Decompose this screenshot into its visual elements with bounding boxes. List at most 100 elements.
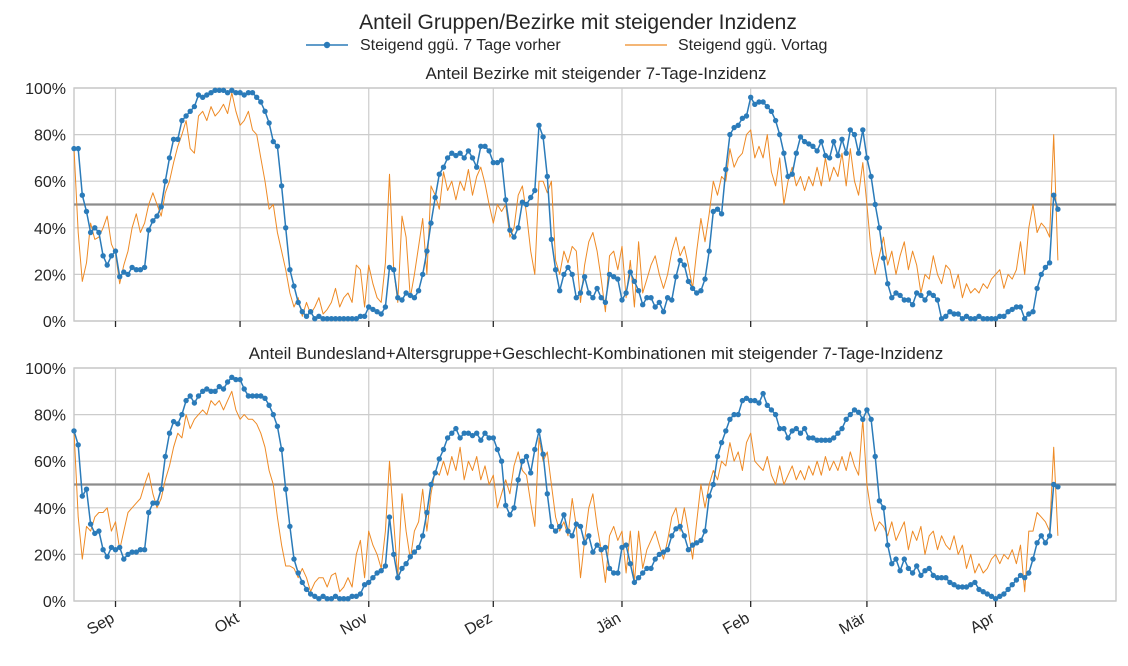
data-point — [723, 428, 729, 434]
data-point — [1046, 260, 1053, 266]
data-point — [357, 313, 364, 319]
data-point — [752, 397, 758, 404]
data-point — [1051, 481, 1057, 488]
data-point — [125, 271, 131, 278]
data-point — [258, 393, 264, 399]
data-point — [237, 90, 243, 96]
data-point — [453, 425, 459, 432]
data-point — [494, 446, 501, 453]
data-point — [801, 425, 808, 432]
data-point — [415, 544, 422, 551]
data-point — [586, 290, 592, 296]
data-point — [552, 528, 559, 534]
data-point — [889, 561, 895, 567]
data-point — [117, 544, 123, 551]
series-daily-districts — [73, 92, 1059, 317]
data-point — [963, 584, 970, 590]
data-point — [947, 309, 953, 315]
data-point — [631, 579, 638, 586]
data-point — [83, 208, 90, 215]
data-point — [370, 575, 376, 581]
data-point — [557, 523, 563, 530]
data-point — [175, 136, 181, 142]
data-point — [278, 183, 285, 189]
data-point — [71, 145, 77, 152]
data-point — [743, 113, 750, 119]
data-point — [810, 435, 816, 441]
data-point — [569, 271, 575, 278]
data-point — [718, 211, 725, 217]
data-point — [474, 430, 480, 436]
data-point — [914, 563, 920, 569]
data-point — [673, 274, 679, 280]
data-point — [382, 563, 389, 569]
data-point — [615, 570, 621, 576]
panel-title-combinations: Anteil Bundesland+Altersgruppe+Geschlech… — [249, 344, 944, 363]
data-point — [137, 547, 144, 553]
data-point — [581, 540, 588, 546]
data-point — [166, 430, 173, 436]
data-point — [361, 313, 368, 319]
data-point — [714, 206, 721, 212]
data-point — [411, 295, 418, 301]
data-point — [141, 264, 148, 271]
x-tick-label: Dez — [462, 610, 495, 639]
data-point — [843, 416, 849, 422]
data-point — [951, 582, 957, 588]
data-point — [872, 453, 878, 460]
data-point — [316, 596, 322, 602]
data-point — [1030, 556, 1036, 562]
data-point — [914, 290, 920, 296]
data-point — [801, 138, 808, 145]
data-point — [229, 374, 235, 380]
data-point — [224, 379, 231, 385]
data-point — [938, 575, 945, 581]
data-point — [216, 383, 222, 390]
data-point — [1009, 582, 1015, 588]
series-line — [73, 390, 1059, 593]
data-point — [793, 425, 799, 432]
data-point — [997, 313, 1003, 319]
data-point — [204, 92, 210, 98]
data-point — [764, 103, 770, 110]
data-point — [748, 397, 754, 404]
data-point — [885, 542, 891, 548]
data-point — [420, 271, 426, 278]
data-point — [266, 402, 272, 408]
data-point — [241, 92, 247, 98]
data-point — [710, 208, 716, 215]
data-point — [436, 171, 442, 177]
data-point — [685, 547, 692, 553]
data-point — [378, 568, 384, 574]
data-point — [195, 393, 202, 399]
data-point — [669, 297, 675, 303]
y-tick-label: 80% — [34, 128, 66, 145]
data-point — [922, 297, 928, 303]
data-point — [963, 313, 970, 319]
data-point — [938, 316, 945, 322]
data-point — [764, 402, 770, 408]
data-point — [1026, 570, 1032, 576]
data-point — [860, 127, 866, 133]
data-point — [498, 458, 505, 464]
data-point — [291, 283, 297, 289]
data-point — [988, 593, 995, 599]
legend-label-daily: Steigend ggü. Vortag — [678, 37, 827, 54]
data-point — [569, 533, 575, 539]
data-point — [150, 500, 156, 506]
data-point — [146, 509, 152, 516]
data-point — [843, 150, 849, 156]
data-point — [498, 157, 505, 163]
data-point — [959, 584, 966, 590]
data-point — [839, 425, 845, 432]
data-point — [332, 593, 339, 599]
data-point — [561, 512, 567, 518]
data-point — [1046, 533, 1053, 539]
data-point — [407, 554, 413, 560]
data-point — [370, 306, 376, 313]
data-point — [706, 493, 712, 499]
data-point — [436, 456, 442, 462]
data-point — [112, 248, 119, 254]
data-point — [797, 134, 804, 140]
data-point — [87, 229, 94, 236]
